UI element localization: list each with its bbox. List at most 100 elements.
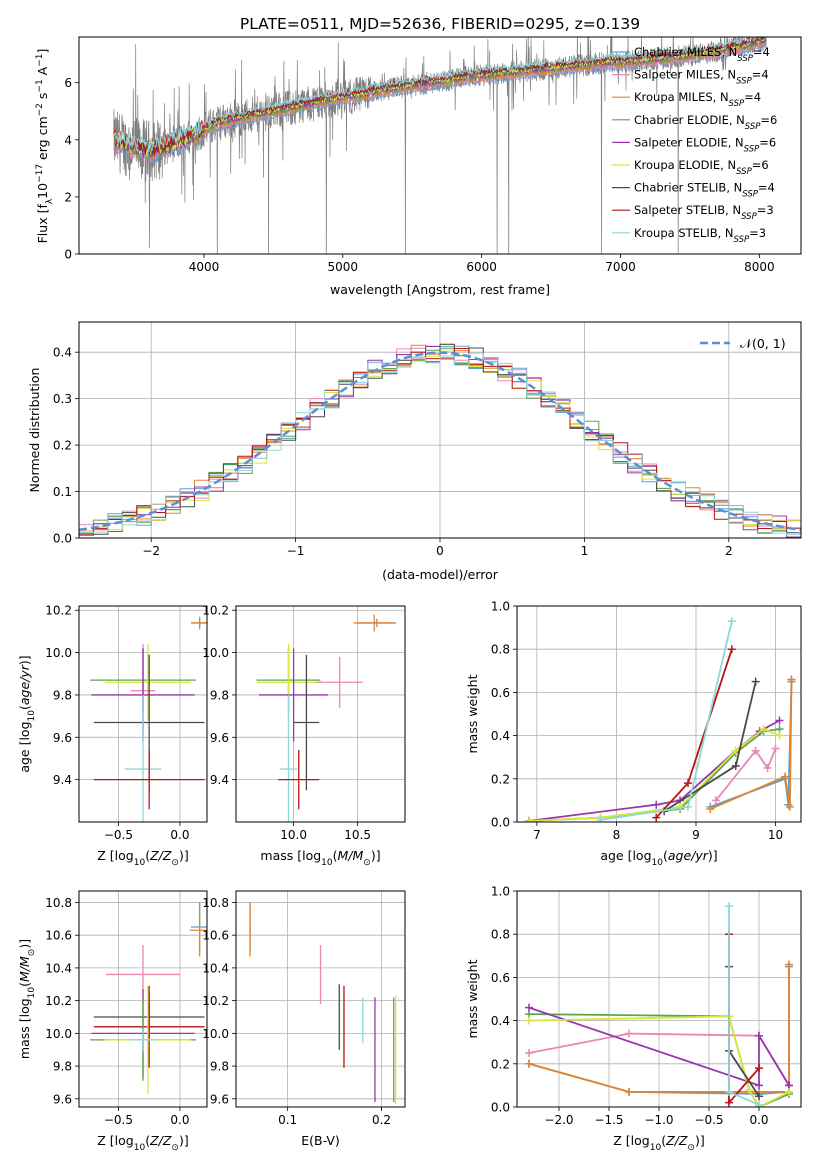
- label-part: age/yr: [17, 664, 32, 705]
- axes-frame: [516, 890, 802, 1108]
- series-marker: [596, 815, 605, 822]
- legend-sub: SSP: [737, 54, 753, 64]
- series-salpeter-elodie: [525, 1003, 793, 1090]
- series-salpeter-elodie: [524, 716, 784, 822]
- y-tick-label: 9.8: [210, 1060, 229, 1074]
- point-kroupa-stelib: [279, 694, 298, 822]
- x-tick-label: 7000: [605, 260, 636, 274]
- label-part: )]: [17, 655, 32, 665]
- y-tick-label: 0.6: [491, 686, 510, 700]
- label-part: Z [log: [97, 1133, 133, 1148]
- series-marker: [755, 1092, 763, 1101]
- plot-area: [90, 616, 207, 822]
- x-tick-label: 0.0: [749, 1113, 768, 1127]
- label-part: age/yr: [668, 848, 709, 863]
- legend-text: Chabrier MILES, N: [634, 45, 737, 59]
- legend-text: Salpeter ELODIE, N: [634, 135, 744, 149]
- y-tick-label: 2: [64, 190, 72, 204]
- y-tick-label: 10.8: [45, 896, 72, 910]
- label-part: 10: [652, 858, 664, 868]
- label-part: age [log: [17, 721, 32, 772]
- legend-val: =6: [752, 158, 769, 172]
- legend-sub: SSP: [729, 99, 745, 109]
- y-tick-label: 1.0: [491, 600, 510, 614]
- y-tick-label: 0.2: [491, 772, 510, 786]
- axes-frame: [235, 605, 406, 823]
- legend-label: Salpeter STELIB, NSSP=3: [634, 203, 774, 222]
- legend-val: =3: [757, 203, 774, 217]
- y-tick-label: 0.4: [491, 729, 510, 743]
- series-marker: [755, 1064, 763, 1073]
- gaussian-curve: [79, 351, 801, 532]
- legend-sub: SSP: [744, 144, 760, 154]
- y-tick-label: 0.2: [53, 439, 72, 453]
- legend-label: Kroupa STELIB, NSSP=3: [634, 226, 766, 245]
- point-kroupa-elodie: [104, 644, 191, 721]
- x-tick-label: 8: [613, 828, 621, 842]
- model-kroupa-stelib: [113, 37, 766, 153]
- model-salpeter-elodie: [113, 37, 767, 159]
- point-salpeter-miles: [316, 656, 363, 708]
- legend-label: 𝒩(0, 1): [740, 336, 786, 351]
- label-part: A: [35, 66, 50, 79]
- label-part: 10: [27, 710, 37, 722]
- series-marker: [775, 716, 784, 725]
- x-tick-label: −2: [142, 544, 160, 558]
- series-marker: [781, 772, 790, 781]
- y-tick-label: 0.8: [491, 928, 510, 942]
- x-axis-label: mass [log10(M/M⊙)]: [260, 848, 380, 868]
- x-tick-label: 7: [533, 828, 541, 842]
- plot-area: [90, 902, 207, 1094]
- series-marker: [711, 796, 720, 805]
- point-kroupa-miles: [191, 616, 207, 630]
- label-part: mass [log: [17, 998, 32, 1059]
- label-part: erg cm: [35, 116, 50, 164]
- y-tick-label: 0.2: [491, 1057, 510, 1071]
- series-marker: [755, 1100, 763, 1107]
- label-part: Z/Z: [665, 1133, 688, 1148]
- label-part: 10: [321, 858, 333, 868]
- y-axis-label: Normed distribution: [27, 368, 42, 493]
- series-marker: [787, 675, 796, 684]
- plot-area: [79, 343, 801, 538]
- series-marker: [755, 1031, 763, 1040]
- legend-label: Kroupa ELODIE, NSSP=6: [634, 158, 769, 177]
- series-marker: [525, 1016, 533, 1025]
- y-tick-label: 9.8: [210, 688, 229, 702]
- point-salpeter-stelib: [93, 750, 205, 810]
- x-tick-label: 0.2: [372, 1113, 391, 1127]
- y-tick-label: 9.8: [53, 688, 72, 702]
- label-part: (: [663, 848, 668, 863]
- point-salpeter-elodie: [259, 648, 329, 742]
- x-tick-label: 2: [725, 544, 733, 558]
- label-part: Z [log: [97, 848, 133, 863]
- y-tick-label: 10.2: [202, 604, 229, 618]
- x-axis-label: Z [log10(Z/Z⊙)]: [97, 848, 188, 868]
- axes-frame: [78, 36, 802, 255]
- y-tick-label: 0.0: [491, 1101, 510, 1115]
- y-tick-label: 10.8: [202, 896, 229, 910]
- label-part: (: [661, 1133, 666, 1148]
- legend-label: Kroupa MILES, NSSP=4: [634, 90, 761, 109]
- legend-val: =4: [753, 45, 770, 59]
- axes-frame: [78, 605, 208, 823]
- series-marker: [706, 805, 715, 814]
- y-tick-label: 10.0: [202, 646, 229, 660]
- series-marker: [763, 764, 772, 772]
- axes-frame: [78, 890, 208, 1108]
- label-part: λ: [45, 198, 55, 204]
- y-tick-label: 10.2: [45, 994, 72, 1008]
- x-axis-label: age [log10(age/yr)]: [600, 848, 717, 868]
- label-part: 10: [134, 1143, 146, 1153]
- y-tick-label: 0.6: [491, 971, 510, 985]
- label-part: s: [35, 93, 50, 104]
- label-part: −1: [35, 79, 45, 92]
- series-marker: [785, 1087, 793, 1096]
- histogram-kroupa-stelib: [79, 352, 801, 536]
- legend-sub: SSP: [741, 212, 757, 222]
- series-marker: [524, 816, 533, 822]
- series-marker: [684, 779, 693, 788]
- legend-sub: SSP: [736, 77, 752, 87]
- label-part: −17: [35, 164, 45, 183]
- legend-sub: SSP: [742, 190, 758, 200]
